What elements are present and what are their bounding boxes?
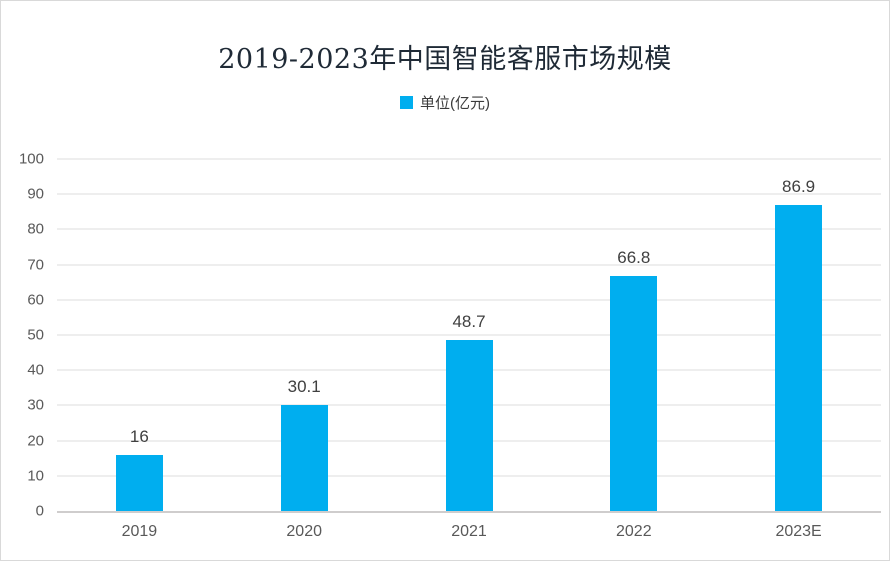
- x-axis-label-2022: 2022: [616, 523, 652, 540]
- bar-value-label-2019: 16: [129, 426, 149, 446]
- gridline: [57, 299, 881, 301]
- legend-swatch-icon: [400, 96, 413, 109]
- y-axis-tick-label: 80: [27, 220, 44, 238]
- chart-title: 2019-2023年中国智能客服市场规模: [218, 44, 672, 75]
- gridline: [57, 264, 881, 266]
- bar-2022: [610, 275, 658, 511]
- gridline: [57, 228, 881, 230]
- bar-2019: [115, 454, 163, 511]
- y-axis-tick-label: 90: [27, 185, 44, 203]
- gridline: [57, 193, 881, 195]
- y-axis-tick-label: 100: [18, 150, 44, 168]
- y-axis-tick-label: 50: [27, 326, 44, 344]
- bar-2023E: [775, 205, 823, 511]
- y-axis-tick-label: 0: [35, 502, 44, 520]
- gridline: [57, 158, 881, 160]
- bar-value-label-2021: 48.7: [452, 311, 486, 331]
- legend-label: 单位(亿元): [420, 95, 490, 112]
- y-axis-tick-label: 20: [27, 432, 44, 450]
- bar-2021: [445, 339, 493, 511]
- y-axis-tick-label: 70: [27, 256, 44, 274]
- y-axis-tick-label: 10: [27, 467, 44, 485]
- x-axis-label-2021: 2021: [451, 523, 487, 540]
- x-axis-label-2019: 2019: [121, 523, 158, 540]
- bar-value-label-2023E: 86.9: [782, 177, 816, 197]
- legend: 单位(亿元): [1, 92, 889, 113]
- x-axis-label-2020: 2020: [286, 523, 322, 540]
- y-axis-tick-label: 40: [27, 361, 44, 379]
- bar-value-label-2022: 66.8: [617, 247, 651, 267]
- bar-value-label-2020: 30.1: [287, 377, 321, 397]
- x-axis-label-2023E: 2023E: [775, 523, 822, 540]
- plot-area: 0 10 20 30 40 50 60 70 80 90 100 16 2019 30.1 2020 48.7…: [19, 152, 881, 540]
- y-axis-tick-label: 60: [27, 291, 44, 309]
- bar-2020: [280, 405, 328, 511]
- gridline: [57, 334, 881, 336]
- y-axis-tick-label: 30: [27, 396, 44, 414]
